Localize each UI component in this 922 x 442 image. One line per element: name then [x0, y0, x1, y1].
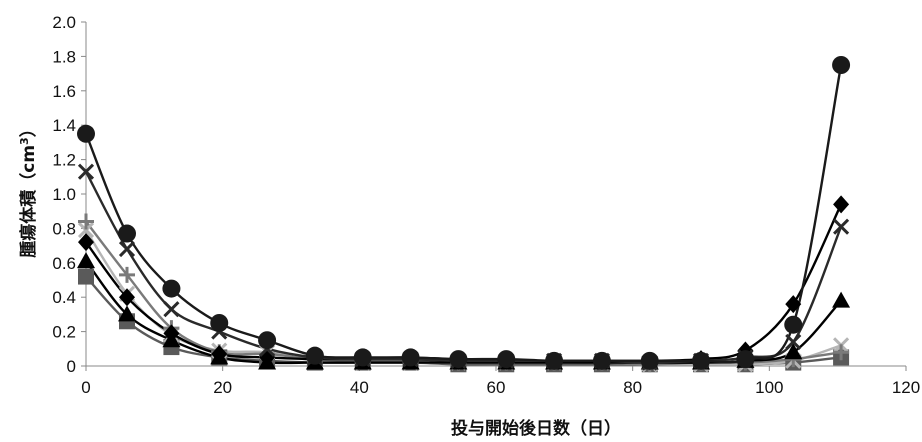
diamond-marker: [211, 344, 228, 363]
circle-marker: [497, 350, 516, 369]
y-tick-label: 1.2: [52, 151, 76, 170]
y-tick-label: 1.4: [52, 116, 76, 135]
triangle-marker: [77, 252, 95, 269]
series-line-plus: [85, 220, 842, 366]
y-tick-label: 0.6: [52, 254, 76, 273]
x-tick-label: 120: [892, 378, 920, 397]
x-marker: [118, 240, 136, 258]
circle-marker: [449, 350, 468, 369]
circle-marker: [692, 351, 710, 370]
series-line-x: [84, 171, 843, 364]
x-tick-label: 100: [755, 378, 783, 397]
triangle-marker: [784, 343, 803, 360]
x-tick-label: 80: [623, 378, 642, 397]
x-marker: [77, 163, 95, 180]
y-tick-label: 2.0: [52, 13, 76, 32]
circle-marker: [401, 348, 420, 367]
y-axis-title: 腫瘍体積（cm3）: [18, 120, 40, 257]
x-marker: [785, 333, 802, 350]
y-tick-label: 1.8: [52, 47, 76, 66]
series-line-circle: [84, 64, 843, 364]
circle-marker: [832, 56, 851, 74]
y-tick-label: 1.6: [52, 82, 76, 101]
y-tick-label: 0.8: [52, 219, 76, 238]
diamond-marker: [78, 233, 94, 252]
y-tick-label: 0.4: [52, 288, 76, 307]
circle-marker: [640, 351, 659, 370]
y-tick-label: 0: [67, 357, 76, 376]
y-tick-label: 0.2: [52, 323, 76, 342]
circle-marker: [258, 331, 277, 350]
diamond-marker: [163, 324, 180, 343]
series-lines: [84, 64, 843, 366]
x-tick-label: 20: [213, 378, 232, 397]
triangle-marker: [118, 305, 136, 322]
x-marker: [833, 218, 850, 235]
x-tick-label: 40: [350, 378, 369, 397]
circle-marker: [162, 279, 181, 298]
x-axis-title: 投与開始後日数（日）: [451, 418, 621, 439]
circle-marker: [77, 124, 95, 143]
circle-marker: [118, 224, 136, 243]
plus-marker: [119, 266, 135, 283]
diamond-marker: [785, 295, 802, 314]
circle-marker: [784, 315, 803, 334]
y-axis-title-sup: 3: [18, 137, 31, 145]
circle-marker: [592, 351, 611, 370]
triangle-marker: [832, 291, 851, 308]
tick-labels: 0 0.2 0.4 0.6 0.8 1.0 1.2 1.4 1.6 1.8 2.0 0 20 40 60 80…: [52, 13, 920, 397]
square-marker: [78, 268, 94, 285]
x-marker: [163, 301, 180, 318]
plus-marker: [833, 344, 850, 361]
diamond-marker: [119, 288, 135, 307]
series-markers: [77, 56, 851, 373]
diamond-marker: [833, 195, 850, 214]
series-line-diamond: [85, 203, 843, 363]
circle-marker: [736, 350, 755, 369]
circle-marker: [210, 314, 229, 332]
y-axis-title-main: 腫瘍体積（cm: [18, 145, 39, 258]
y-tick-label: 1.0: [52, 185, 76, 204]
plus-marker: [78, 213, 94, 230]
xlight-marker: [77, 222, 95, 239]
circle-marker: [353, 348, 372, 367]
circle-marker: [305, 346, 324, 365]
circle-marker: [545, 351, 564, 370]
y-axis-title-close: ）: [18, 120, 39, 137]
x-tick-label: 0: [81, 378, 90, 397]
x-tick-label: 60: [487, 378, 506, 397]
